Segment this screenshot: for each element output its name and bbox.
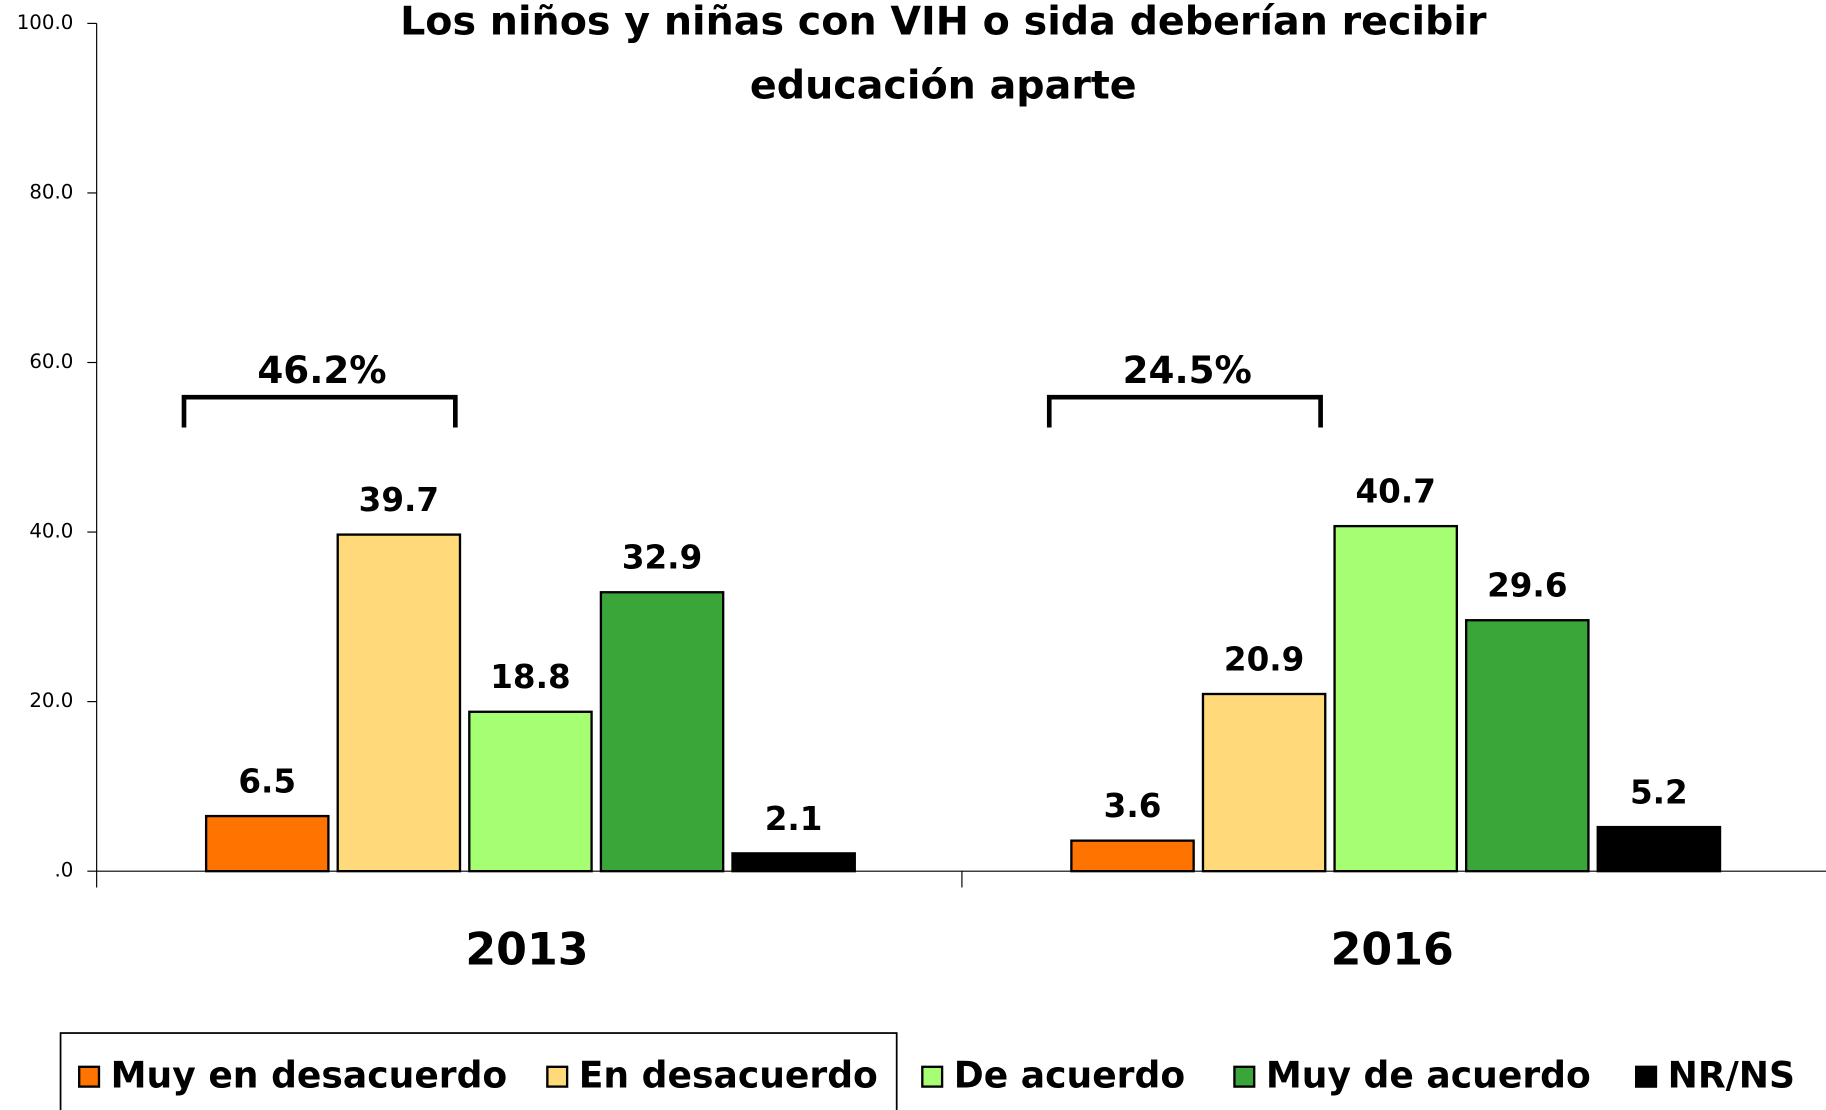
legend-box xyxy=(59,1032,898,1110)
y-tick-label: 80.0 xyxy=(29,180,73,203)
data-label: 20.9 xyxy=(1224,640,1304,678)
x-tick-label: 2016 xyxy=(1331,925,1454,976)
legend-swatch xyxy=(546,1065,569,1088)
x-tick-label: 2013 xyxy=(465,925,588,976)
chart-title: Los niños y niñas con VIH o sida debería… xyxy=(400,0,1487,108)
data-label: 29.6 xyxy=(1487,567,1567,605)
data-label: 32.9 xyxy=(622,539,702,577)
legend-swatch xyxy=(1635,1065,1658,1088)
legend-label: Muy de acuerdo xyxy=(1266,1053,1591,1096)
data-label: 39.7 xyxy=(359,481,439,519)
data-label: 6.5 xyxy=(238,762,296,800)
bar xyxy=(1596,825,1722,873)
annotation: 46.2% xyxy=(257,348,386,392)
bar xyxy=(1464,619,1590,873)
data-label: 40.7 xyxy=(1355,473,1435,511)
data-label: 3.6 xyxy=(1104,787,1162,825)
legend-label: En desacuerdo xyxy=(579,1053,878,1096)
data-label: 2.1 xyxy=(765,800,823,838)
legend-label: De acuerdo xyxy=(954,1053,1185,1096)
y-tick-label: 100.0 xyxy=(17,11,74,34)
y-tick-label: 40.0 xyxy=(29,520,73,543)
legend-label: NR/NS xyxy=(1668,1053,1795,1096)
bar xyxy=(1070,839,1195,873)
legend-swatch xyxy=(78,1065,101,1088)
bar xyxy=(204,814,330,873)
bar xyxy=(731,852,856,873)
data-label: 5.2 xyxy=(1630,773,1688,811)
y-tick-label: 60.0 xyxy=(29,350,73,373)
legend-swatch xyxy=(921,1065,944,1088)
bar xyxy=(336,533,462,873)
legend-swatch xyxy=(1233,1065,1256,1088)
bracket xyxy=(1046,394,1323,428)
bar xyxy=(599,591,725,873)
bar xyxy=(1201,692,1327,873)
bracket xyxy=(181,394,458,428)
annotation: 24.5% xyxy=(1123,348,1252,392)
data-label: 18.8 xyxy=(490,658,570,696)
bar xyxy=(1333,524,1459,873)
y-tick-label: .0 xyxy=(54,859,73,882)
legend-label: Muy en desacuerdo xyxy=(111,1053,508,1096)
y-tick-label: 20.0 xyxy=(29,689,73,712)
bar xyxy=(468,710,593,873)
